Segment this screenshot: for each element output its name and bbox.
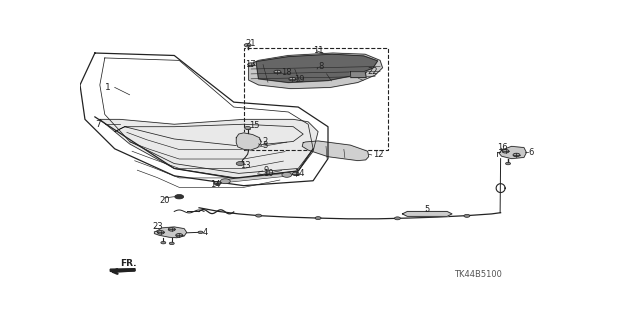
Circle shape (282, 172, 292, 177)
Circle shape (220, 179, 230, 184)
Text: 15: 15 (249, 122, 259, 130)
Circle shape (502, 150, 509, 153)
Circle shape (175, 195, 184, 199)
Polygon shape (110, 269, 135, 271)
Text: 1: 1 (105, 83, 111, 92)
Polygon shape (256, 54, 378, 83)
Circle shape (506, 162, 511, 165)
Polygon shape (302, 141, 369, 160)
Polygon shape (403, 211, 452, 216)
Text: 20: 20 (159, 196, 170, 205)
Text: 3: 3 (262, 141, 268, 150)
Circle shape (168, 228, 175, 231)
Circle shape (244, 126, 251, 130)
Circle shape (198, 231, 203, 234)
Text: 14: 14 (294, 169, 305, 178)
Polygon shape (249, 53, 383, 89)
Polygon shape (499, 146, 527, 159)
Circle shape (289, 77, 296, 81)
Polygon shape (154, 227, 187, 238)
Circle shape (248, 63, 255, 66)
Text: 13: 13 (240, 161, 250, 170)
Circle shape (214, 182, 221, 185)
Text: FR.: FR. (120, 259, 136, 268)
Circle shape (244, 43, 251, 47)
Circle shape (513, 153, 520, 157)
Text: 5: 5 (425, 205, 430, 214)
Polygon shape (100, 119, 318, 178)
Circle shape (274, 70, 281, 74)
Text: 4: 4 (203, 228, 208, 237)
Circle shape (157, 231, 164, 234)
Circle shape (236, 162, 244, 166)
Polygon shape (350, 72, 366, 78)
Text: 6: 6 (529, 148, 534, 157)
Text: 7: 7 (95, 120, 100, 129)
Polygon shape (236, 133, 261, 150)
Circle shape (169, 242, 174, 245)
Text: 16: 16 (497, 143, 508, 152)
Circle shape (176, 234, 182, 237)
Text: TK44B5100: TK44B5100 (454, 270, 502, 278)
Text: 12: 12 (372, 151, 383, 160)
Circle shape (255, 214, 262, 217)
Circle shape (464, 214, 470, 217)
Text: 21: 21 (245, 39, 255, 48)
Circle shape (292, 172, 300, 175)
Text: 11: 11 (313, 46, 324, 55)
Text: 17: 17 (245, 60, 256, 69)
Circle shape (394, 217, 401, 220)
Text: 8: 8 (318, 62, 323, 71)
Text: 18: 18 (282, 68, 292, 77)
Text: 9: 9 (264, 166, 269, 175)
Text: 19: 19 (294, 75, 305, 84)
Text: 2: 2 (262, 137, 268, 146)
Text: 14: 14 (211, 180, 221, 189)
Circle shape (161, 241, 166, 244)
Circle shape (315, 217, 321, 219)
Text: 23: 23 (152, 222, 163, 231)
Text: 22: 22 (367, 67, 378, 76)
Text: 10: 10 (264, 169, 274, 178)
